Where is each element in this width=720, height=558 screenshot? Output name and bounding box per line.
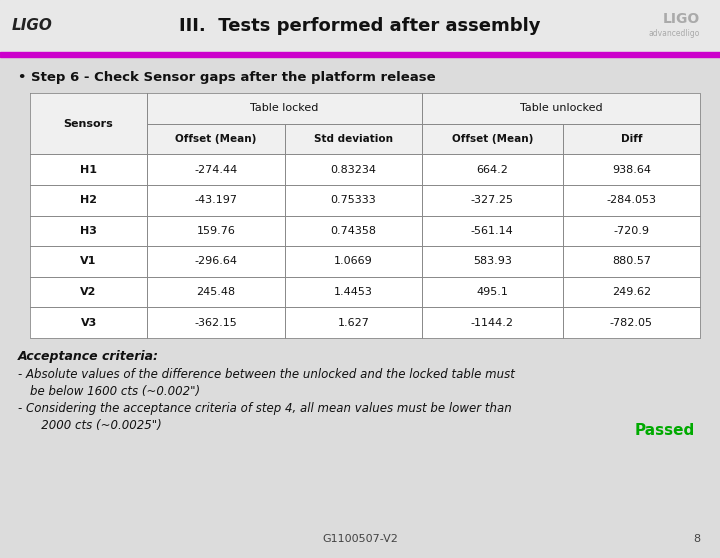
Bar <box>562 185 700 215</box>
Bar <box>30 307 148 338</box>
Text: -327.25: -327.25 <box>471 195 514 205</box>
Text: 880.57: 880.57 <box>612 257 651 266</box>
Text: H1: H1 <box>80 165 97 175</box>
Text: H3: H3 <box>80 226 97 236</box>
Bar <box>148 154 284 185</box>
Text: be below 1600 cts (~0.002"): be below 1600 cts (~0.002") <box>30 385 200 398</box>
Text: Passed: Passed <box>635 423 695 438</box>
Text: advancedligo: advancedligo <box>649 30 700 39</box>
Bar <box>284 277 422 307</box>
Text: Table locked: Table locked <box>251 103 319 113</box>
Text: -362.15: -362.15 <box>194 318 238 328</box>
Text: -782.05: -782.05 <box>610 318 653 328</box>
Text: LIGO: LIGO <box>662 12 700 26</box>
Bar <box>422 154 562 185</box>
Text: Table unlocked: Table unlocked <box>520 103 603 113</box>
Bar <box>284 246 422 277</box>
Bar <box>0 0 720 52</box>
Text: -43.197: -43.197 <box>194 195 238 205</box>
Bar <box>30 246 148 277</box>
Text: 0.83234: 0.83234 <box>330 165 377 175</box>
Bar <box>562 277 700 307</box>
Bar <box>422 246 562 277</box>
Bar <box>422 215 562 246</box>
Text: Diff: Diff <box>621 134 642 144</box>
Bar <box>148 124 284 154</box>
Text: 0.74358: 0.74358 <box>330 226 377 236</box>
Bar <box>422 185 562 215</box>
Text: Sensors: Sensors <box>64 119 114 129</box>
Bar <box>30 154 148 185</box>
Text: 1.627: 1.627 <box>338 318 369 328</box>
Bar <box>148 307 284 338</box>
Bar <box>148 185 284 215</box>
Bar <box>422 93 700 124</box>
Text: G1100507-V2: G1100507-V2 <box>322 534 398 544</box>
Bar <box>562 154 700 185</box>
Bar <box>148 277 284 307</box>
Bar <box>562 246 700 277</box>
Text: - Considering the acceptance criteria of step 4, all mean values must be lower t: - Considering the acceptance criteria of… <box>18 402 512 415</box>
Bar <box>148 93 422 124</box>
Text: Offset (Mean): Offset (Mean) <box>175 134 256 144</box>
Text: Acceptance criteria:: Acceptance criteria: <box>18 350 159 363</box>
Bar <box>562 307 700 338</box>
Text: -1144.2: -1144.2 <box>471 318 514 328</box>
Bar <box>148 215 284 246</box>
Bar <box>284 124 422 154</box>
Bar <box>148 246 284 277</box>
Text: V1: V1 <box>81 257 96 266</box>
Text: -720.9: -720.9 <box>613 226 649 236</box>
Text: V2: V2 <box>81 287 96 297</box>
Text: 249.62: 249.62 <box>612 287 651 297</box>
Text: • Step 6 - Check Sensor gaps after the platform release: • Step 6 - Check Sensor gaps after the p… <box>18 71 436 84</box>
Text: 159.76: 159.76 <box>197 226 235 236</box>
Bar <box>30 215 148 246</box>
Bar <box>284 215 422 246</box>
Text: 664.2: 664.2 <box>477 165 508 175</box>
Text: Offset (Mean): Offset (Mean) <box>451 134 533 144</box>
Text: -561.14: -561.14 <box>471 226 513 236</box>
Bar <box>422 277 562 307</box>
Bar <box>562 215 700 246</box>
Bar <box>284 307 422 338</box>
Bar <box>422 307 562 338</box>
Bar <box>284 185 422 215</box>
Bar <box>562 124 700 154</box>
Text: 583.93: 583.93 <box>473 257 512 266</box>
Text: -296.64: -296.64 <box>194 257 238 266</box>
Text: 2000 cts (~0.0025"): 2000 cts (~0.0025") <box>30 419 162 432</box>
Bar <box>30 93 148 154</box>
Text: 0.75333: 0.75333 <box>330 195 376 205</box>
Bar <box>30 277 148 307</box>
Text: V3: V3 <box>81 318 96 328</box>
Bar <box>422 124 562 154</box>
Text: 938.64: 938.64 <box>612 165 651 175</box>
Text: H2: H2 <box>80 195 97 205</box>
Text: 1.4453: 1.4453 <box>334 287 373 297</box>
Bar <box>0 52 720 57</box>
Text: 8: 8 <box>693 534 700 544</box>
Bar <box>284 154 422 185</box>
Text: -284.053: -284.053 <box>606 195 657 205</box>
Text: 245.48: 245.48 <box>197 287 235 297</box>
Bar <box>30 185 148 215</box>
Text: 1.0669: 1.0669 <box>334 257 373 266</box>
Text: - Absolute values of the difference between the unlocked and the locked table mu: - Absolute values of the difference betw… <box>18 368 515 381</box>
Text: Std deviation: Std deviation <box>314 134 393 144</box>
Text: 495.1: 495.1 <box>477 287 508 297</box>
Text: LIGO: LIGO <box>12 18 53 33</box>
Text: III.  Tests performed after assembly: III. Tests performed after assembly <box>179 17 541 35</box>
Text: -274.44: -274.44 <box>194 165 238 175</box>
